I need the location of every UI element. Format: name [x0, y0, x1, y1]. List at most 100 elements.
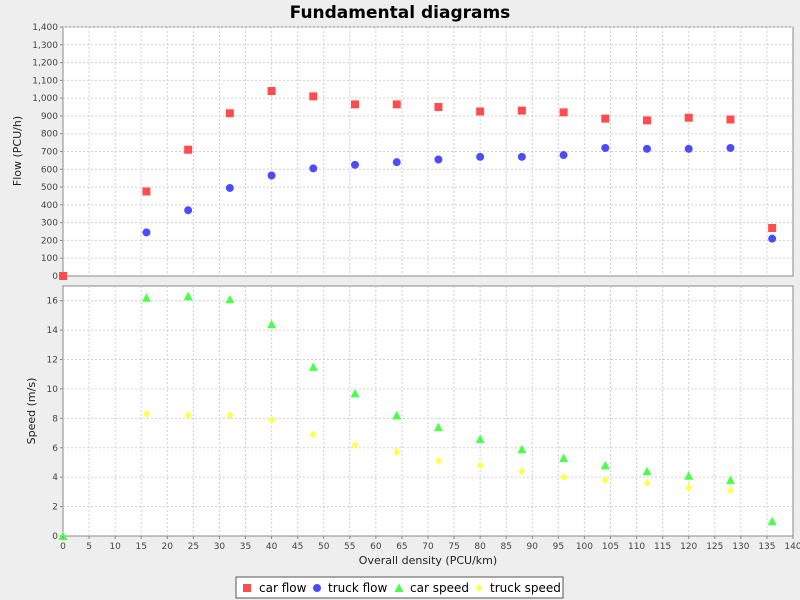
- flow-y-axis-label: Flow (PCU/h): [11, 116, 24, 186]
- car-speed-point: [475, 434, 485, 443]
- car-speed-point: [559, 453, 569, 463]
- truck-flow-point: [351, 160, 359, 169]
- speed-data-points: [58, 291, 777, 540]
- truck-speed-point: [309, 430, 317, 439]
- truck-speed-point: [685, 483, 693, 492]
- x-tick-label: 40: [266, 542, 278, 552]
- truck-speed-point: [518, 467, 526, 476]
- car-speed-point: [684, 471, 694, 480]
- x-tick-label: 30: [214, 542, 226, 552]
- flow-gridlines: [63, 26, 793, 276]
- y-tick-label: 200: [41, 236, 58, 246]
- truck-flow-point: [225, 183, 234, 192]
- y-tick-label: 1,200: [32, 59, 58, 69]
- car-speed-legend-marker: [394, 583, 404, 592]
- car-speed-point: [141, 293, 151, 302]
- truck-speed-point: [601, 476, 609, 485]
- car-flow-point: [684, 113, 693, 122]
- car-speed-point: [267, 319, 277, 329]
- truck-flow-point: [184, 206, 193, 215]
- y-tick-label: 0: [52, 532, 58, 542]
- car-speed-point: [308, 362, 318, 371]
- truck-speed-point: [142, 409, 150, 418]
- x-axis: 0 5 10 15 20 25 30 35 40 45 50 55 60 65 70 75 80 85 90 95 10…: [60, 536, 800, 552]
- truck-flow-point: [559, 151, 568, 160]
- speed-gridlines: [63, 286, 793, 536]
- truck-speed-point: [184, 411, 192, 420]
- truck-flow-point: [392, 158, 401, 167]
- x-tick-label: 15: [135, 542, 146, 552]
- y-tick-label: 1,000: [32, 94, 58, 104]
- car-flow-point: [434, 103, 443, 112]
- y-tick-label: 500: [41, 183, 58, 193]
- x-tick-label: 100: [576, 542, 593, 552]
- truck-flow-point: [476, 152, 485, 161]
- car-speed-point: [767, 516, 777, 526]
- y-tick-label: 800: [41, 130, 58, 140]
- legend-label: car speed: [410, 581, 469, 595]
- car-flow-point: [184, 145, 193, 154]
- x-tick-label: 0: [60, 542, 66, 552]
- legend-item-car-speed: car speed: [394, 581, 469, 595]
- truck-speed-point: [393, 448, 401, 457]
- x-tick-label: 75: [448, 542, 459, 552]
- x-tick-label: 95: [553, 542, 564, 552]
- car-speed-point: [392, 410, 402, 420]
- y-tick-label: 100: [41, 254, 58, 264]
- x-tick-label: 90: [527, 542, 539, 552]
- truck-flow-point: [643, 144, 651, 153]
- x-tick-label: 85: [500, 542, 511, 552]
- car-flow-point: [351, 100, 359, 109]
- legend-label: truck speed: [490, 581, 561, 595]
- x-tick-label: 140: [784, 542, 800, 552]
- car-flow-point: [726, 115, 735, 124]
- truck-speed-point: [560, 473, 568, 482]
- truck-flow-point: [517, 152, 526, 161]
- truck-speed-point: [643, 479, 651, 488]
- y-tick-label: 10: [47, 385, 59, 395]
- car-flow-point: [559, 108, 568, 117]
- flow-data-points: [59, 87, 777, 280]
- truck-flow-point: [726, 143, 735, 152]
- x-tick-label: 55: [344, 542, 355, 552]
- car-flow-point: [309, 92, 318, 101]
- x-tick-label: 35: [240, 542, 251, 552]
- x-tick-label: 25: [188, 542, 199, 552]
- y-tick-label: 12: [47, 356, 58, 366]
- truck-flow-point: [601, 143, 610, 152]
- car-speed-point: [58, 531, 68, 540]
- truck-speed-point: [268, 415, 276, 424]
- x-tick-label: 65: [396, 542, 407, 552]
- y-tick-label: 400: [41, 201, 58, 211]
- flow-y-ticks: 0 100 200 300 400 500 600 700 800 900 1,000 1,100 1,…: [32, 23, 63, 282]
- x-tick-label: 60: [370, 542, 382, 552]
- car-flow-point: [59, 272, 67, 280]
- car-speed-point: [600, 460, 610, 470]
- x-tick-label: 70: [422, 542, 434, 552]
- car-flow-point: [392, 100, 401, 109]
- speed-subplot: 0 2 4 6 8 10 12 14 16 Speed (m/s): [25, 285, 794, 542]
- legend-item-truck-speed: truck speed: [475, 581, 561, 595]
- truck-flow-point: [142, 228, 151, 237]
- truck-flow-point: [434, 155, 443, 164]
- truck-flow-point: [768, 234, 777, 243]
- x-axis-label: Overall density (PCU/km): [359, 554, 497, 567]
- car-speed-point: [642, 466, 652, 476]
- y-tick-label: 700: [41, 148, 58, 158]
- speed-y-axis-label: Speed (m/s): [25, 378, 38, 445]
- car-speed-point: [183, 291, 193, 301]
- car-flow-point: [601, 114, 610, 123]
- x-tick-label: 125: [706, 542, 723, 552]
- x-tick-label: 110: [628, 542, 645, 552]
- truck-speed-point: [434, 457, 442, 465]
- y-tick-label: 14: [47, 326, 59, 336]
- truck-speed-point: [226, 411, 234, 420]
- legend: car flow truck flow car speed truck speed: [235, 576, 564, 599]
- x-tick-label: 10: [109, 542, 121, 552]
- car-speed-point: [517, 444, 527, 454]
- x-tick-label: 45: [292, 542, 303, 552]
- x-tick-label: 5: [86, 542, 92, 552]
- truck-speed-point: [351, 440, 359, 449]
- car-speed-point: [225, 294, 235, 304]
